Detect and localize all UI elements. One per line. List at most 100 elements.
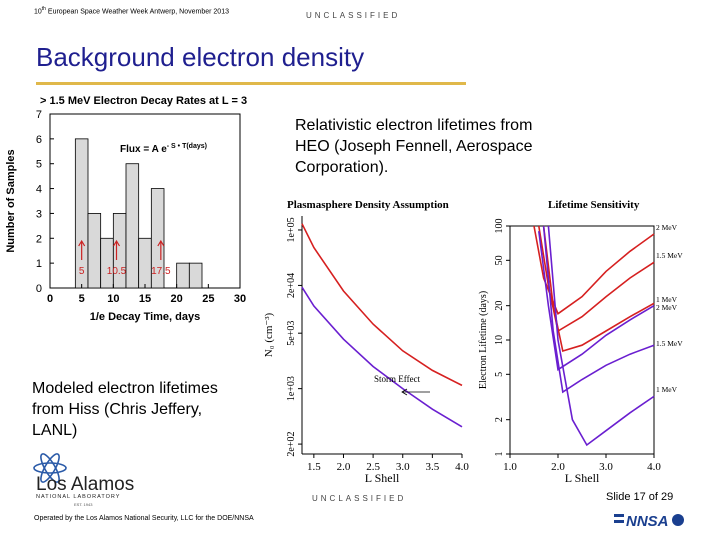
- x-axis-label: L Shell: [565, 471, 600, 482]
- y-tick-label: 5e+03: [286, 321, 297, 346]
- plasmasphere-density-chart: Plasmasphere Density Assumption 2e+02 1e+0…: [263, 199, 469, 482]
- x-tick-label: 4.0: [647, 461, 661, 473]
- series-end-label: 1.5 MeV: [656, 251, 683, 260]
- marker-arrowhead: [157, 239, 165, 247]
- x-tick-label: 0: [47, 293, 53, 305]
- x-tick-label: 10: [107, 293, 119, 305]
- y-axis-label: N₀ (cm⁻³): [263, 312, 275, 357]
- chart-title: Lifetime Sensitivity: [548, 199, 640, 211]
- y-tick-label: 2: [494, 417, 505, 422]
- x-tick-label: 20: [171, 293, 183, 305]
- storm-effect-label: Storm Effect: [374, 374, 421, 384]
- operated-by: Operated by the Los Alamos National Secu…: [34, 515, 254, 522]
- y-tick-label: 6: [36, 134, 42, 146]
- y-tick-label: 20: [494, 301, 505, 311]
- y-tick-label: 10: [494, 335, 505, 345]
- y-tick-label: 1: [36, 258, 42, 270]
- series-end-label: 2 MeV: [656, 303, 678, 312]
- series-end-label: 1 MeV: [656, 385, 678, 394]
- nnsa-stripe: [614, 520, 624, 523]
- y-tick-label: 50: [494, 255, 505, 265]
- density-series-line: [301, 286, 463, 428]
- y-axis-label: Number of Samples: [5, 149, 17, 252]
- decay-histogram: > 1.5 MeV Electron Decay Rates at L = 3 0…: [5, 95, 247, 323]
- y-tick-label: 5: [36, 159, 42, 171]
- x-tick-label: 1.5: [307, 461, 321, 473]
- histogram-bar: [138, 237, 152, 289]
- hiss-caption-line: Modeled electron lifetimes: [32, 380, 218, 397]
- x-tick-label: 5: [79, 293, 85, 305]
- marker-label: 5: [79, 266, 85, 277]
- chart-title: Plasmasphere Density Assumption: [287, 199, 449, 211]
- lanl-logo-name: Los Alamos: [36, 474, 134, 495]
- series-end-label: 2 MeV: [656, 223, 678, 232]
- lanl-logo: Los Alamos NATIONAL LABORATORY EST. 1943: [33, 453, 134, 507]
- x-tick-label: 3.0: [396, 461, 410, 473]
- y-tick-label: 2: [36, 233, 42, 245]
- x-tick-label: 30: [234, 293, 246, 305]
- y-tick-label: 100: [494, 219, 505, 234]
- x-axis-label: 1/e Decay Time, days: [90, 311, 200, 323]
- slide-number: Slide 17 of 29: [606, 491, 674, 503]
- y-tick-label: 0: [36, 283, 42, 295]
- storm-effect-arrowhead: [401, 388, 408, 396]
- nnsa-logo: NNSA: [614, 513, 684, 530]
- lifetime-series-line: [547, 225, 655, 447]
- y-tick-label: 1e+05: [286, 217, 297, 242]
- nnsa-seal-icon: [672, 514, 684, 526]
- y-tick-label: 1: [494, 452, 505, 457]
- heo-caption-line: Relativistic electron lifetimes from: [295, 117, 533, 134]
- marker-arrowhead: [78, 239, 86, 247]
- event-label: 10th European Space Weather Week Antwerp…: [34, 6, 229, 16]
- y-tick-label: 2e+02: [286, 432, 297, 457]
- histogram-bar: [188, 262, 203, 289]
- x-tick-label: 4.0: [455, 461, 469, 473]
- series-end-label: 1 MeV: [656, 295, 678, 304]
- slide-title: Background electron density: [36, 42, 365, 72]
- lanl-logo-est: EST. 1943: [74, 502, 93, 507]
- x-tick-label: 3.5: [425, 461, 439, 473]
- lanl-logo-subtitle: NATIONAL LABORATORY: [36, 494, 120, 500]
- y-tick-label: 5: [494, 372, 505, 377]
- title-rule: [36, 82, 466, 85]
- classification-top: UNCLASSIFIED: [306, 11, 401, 20]
- y-tick-label: 7: [36, 109, 42, 121]
- x-tick-label: 2.0: [337, 461, 351, 473]
- x-tick-label: 2.0: [551, 461, 565, 473]
- y-axis-label: Electron Lifetime (days): [478, 291, 489, 389]
- x-tick-label: 3.0: [599, 461, 613, 473]
- hiss-caption: Modeled electron lifetimes from Hiss (Ch…: [32, 378, 218, 441]
- histogram-bar: [125, 163, 140, 289]
- density-series-line: [301, 223, 463, 387]
- x-tick-label: 1.0: [503, 461, 517, 473]
- lifetime-sensitivity-chart: Lifetime Sensitivity 1 2 5 10 20 50 100 1.0 2.0 3.…: [478, 199, 683, 482]
- y-tick-label: 1e+03: [286, 376, 297, 401]
- nnsa-stripe: [614, 514, 624, 517]
- plot-frame: [509, 225, 655, 455]
- histogram-bar: [150, 188, 165, 289]
- lifetime-series-line: [542, 225, 655, 353]
- nnsa-logo-text: NNSA: [626, 513, 669, 530]
- x-tick-label: 15: [139, 293, 151, 305]
- histogram-bar: [176, 262, 190, 289]
- chart-title: > 1.5 MeV Electron Decay Rates at L = 3: [40, 95, 247, 107]
- lifetime-series-line: [533, 225, 655, 315]
- hiss-caption-line: from Hiss (Chris Jeffery,: [32, 401, 203, 418]
- marker-label: 17.5: [151, 266, 171, 277]
- x-tick-label: 25: [202, 293, 214, 305]
- heo-caption-line: Corporation).: [295, 159, 389, 176]
- formula: Flux = A e- S • T(days): [120, 143, 207, 155]
- histogram-bar: [100, 237, 114, 289]
- lifetime-series-line: [538, 231, 655, 371]
- x-tick-label: 2.5: [366, 461, 380, 473]
- heo-caption-line: HEO (Joseph Fennell, Aerospace: [295, 138, 533, 155]
- lifetime-series-line: [542, 225, 655, 394]
- classification-bottom: UNCLASSIFIED: [312, 494, 407, 503]
- y-tick-label: 2e+04: [286, 273, 297, 298]
- y-tick-label: 3: [36, 208, 42, 220]
- series-end-label: 1.5 MeV: [656, 339, 683, 348]
- hiss-caption-line: LANL): [32, 422, 78, 439]
- histogram-bar: [87, 213, 102, 289]
- heo-caption: Relativistic electron lifetimes from HEO…: [295, 115, 532, 178]
- marker-label: 10.5: [107, 266, 127, 277]
